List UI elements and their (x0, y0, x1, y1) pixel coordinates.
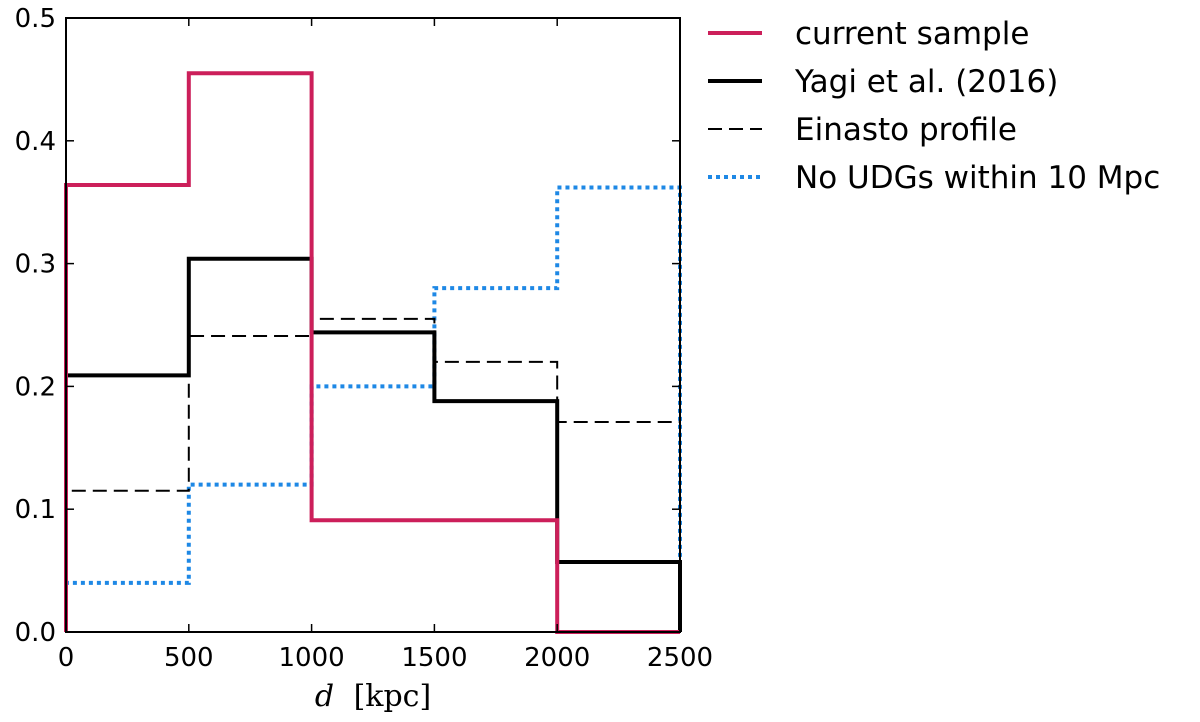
series-current-sample (64, 71, 680, 634)
legend: current sample Yagi et al. (2016) Einasto … (708, 16, 1160, 196)
legend-item-yagi-et-al-2016: Yagi et al. (2016) (708, 64, 1058, 100)
x-tick-label: 1500 (401, 643, 467, 673)
legend-label: Yagi et al. (2016) (794, 64, 1058, 100)
x-axis-label: d [kpc] (315, 679, 431, 714)
x-tick-label: 2000 (524, 643, 590, 673)
x-tick-label: 500 (164, 643, 214, 673)
x-tick-label: 0 (58, 643, 75, 673)
x-axis-label-unit: [kpc] (354, 679, 432, 714)
legend-label: No UDGs within 10 Mpc (795, 160, 1160, 196)
axis-ticks: 0 500 1000 1500 2000 2500 0.0 0.1 0.2 0.3 0.4 0.5 (15, 4, 713, 673)
legend-item-current-sample: current sample (708, 16, 1029, 52)
series-yagi-et-al-2016 (64, 256, 682, 632)
y-tick-label: 0.3 (15, 250, 56, 280)
x-tick-label: 1000 (279, 643, 345, 673)
x-axis-label-variable: d (315, 679, 334, 714)
x-tick-label: 2500 (647, 643, 713, 673)
legend-label: current sample (795, 16, 1029, 52)
y-tick-label: 0.1 (15, 495, 56, 525)
y-tick-label: 0.0 (15, 618, 56, 648)
y-tick-label: 0.5 (15, 4, 56, 34)
series-einasto-profile (65, 317, 681, 632)
series-no-udgs-within-10-mpc (64, 185, 682, 632)
legend-item-no-udgs-within-10-mpc: No UDGs within 10 Mpc (708, 160, 1160, 196)
y-tick-label: 0.2 (15, 372, 56, 402)
legend-item-einasto-profile: Einasto profile (708, 112, 1017, 148)
plot-lines (64, 71, 682, 634)
legend-label: Einasto profile (795, 112, 1017, 148)
plot-frame (65, 17, 681, 633)
y-tick-label: 0.4 (15, 127, 56, 157)
